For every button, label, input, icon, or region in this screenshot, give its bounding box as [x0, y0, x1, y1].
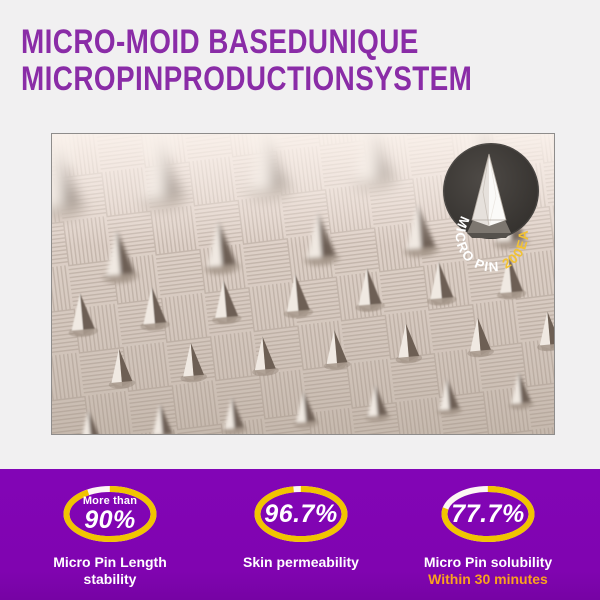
- micro-pin-cone-icon: [467, 153, 511, 238]
- page-title-line2: MICROPINPRODUCTIONSYSTEM: [21, 60, 473, 98]
- ring-text: 77.7%: [433, 483, 543, 545]
- stat-label: Micro Pin solubility: [423, 554, 553, 570]
- stat-ring-wrap: More than 90%: [55, 483, 165, 545]
- ring-progress: [254, 486, 348, 542]
- stat-ring-wrap: 96.7%: [246, 483, 356, 545]
- ring-progress: [441, 486, 535, 542]
- stat-sublabel: Within 30 minutes: [428, 571, 548, 587]
- progress-ring: [63, 486, 157, 542]
- ring-text: More than 90%: [55, 483, 165, 545]
- progress-ring: [254, 486, 348, 542]
- stat-ring-wrap: 77.7%: [433, 483, 543, 545]
- stat-card-pin-length: More than 90% Micro Pin Length stability: [20, 483, 200, 600]
- progress-ring: [441, 486, 535, 542]
- stat-card-pin-solubility: 77.7% Micro Pin solubility Within 30 min…: [398, 483, 578, 600]
- stat-value: 96.7%: [264, 500, 338, 528]
- stats-section: More than 90% Micro Pin Length stability…: [0, 469, 600, 600]
- stat-value: 77.7%: [451, 500, 525, 528]
- stat-prefix: More than: [82, 495, 138, 507]
- page-title: MICRO-MOID BASEDUNIQUE MICROPINPRODUCTIO…: [21, 24, 472, 98]
- ring-progress: [63, 486, 157, 542]
- stat-label: Skin permeability: [243, 554, 359, 570]
- micro-pin-photo: MICRO PIN 200EA: [52, 134, 554, 434]
- stat-label: Micro Pin Length stability: [53, 554, 167, 587]
- product-photo: MICRO PIN 200EA: [51, 133, 555, 435]
- ring-text: 96.7%: [246, 483, 356, 545]
- stat-card-skin-permeability: 96.7% Skin permeability: [211, 483, 391, 600]
- stat-value: 90%: [84, 506, 136, 534]
- page-title-line1: MICRO-MOID BASEDUNIQUE: [21, 23, 419, 61]
- badge-rim: [443, 143, 539, 239]
